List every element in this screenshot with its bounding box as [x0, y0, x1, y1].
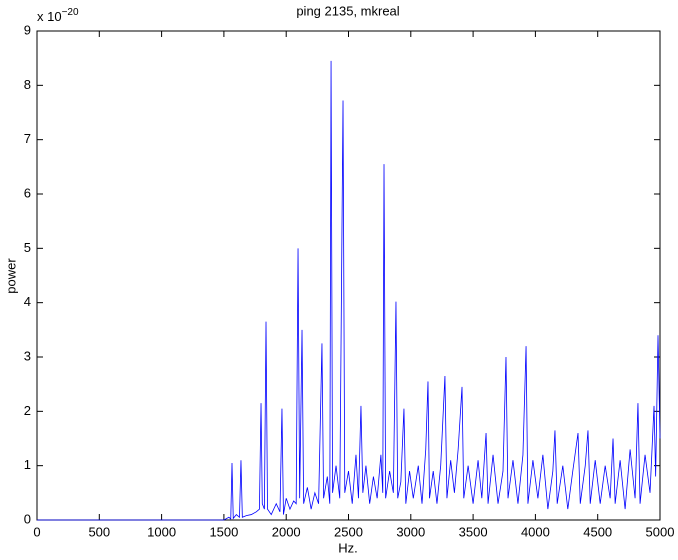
multiplier-exponent: −20 [62, 7, 79, 18]
y-axis-label: power [3, 258, 18, 294]
y-tick-label: 6 [24, 185, 31, 200]
y-tick-label: 1 [24, 457, 31, 472]
y-multiplier: x 10−20 [37, 7, 79, 25]
x-tick-label: 3000 [396, 524, 425, 539]
multiplier-base: x 10 [37, 9, 62, 24]
y-tick-label: 5 [24, 240, 31, 255]
data-line [37, 60, 661, 521]
x-tick-label: 2000 [272, 524, 301, 539]
x-tick-label: 4500 [583, 524, 612, 539]
y-tick-label: 8 [24, 77, 31, 92]
plot-frame [36, 30, 661, 521]
x-tick-label: 0 [33, 524, 40, 539]
x-tick-label: 3500 [459, 524, 488, 539]
y-tick-label: 3 [24, 348, 31, 363]
x-axis-label: Hz. [338, 540, 358, 555]
x-tick-label: 5000 [646, 524, 675, 539]
y-tick-label: 2 [24, 403, 31, 418]
x-tick-label: 2500 [334, 524, 363, 539]
x-tick-label: 1500 [209, 524, 238, 539]
x-tick-label: 1000 [147, 524, 176, 539]
y-tick-label: 0 [24, 511, 31, 526]
x-tick-label: 500 [88, 524, 110, 539]
y-tick-label: 7 [24, 131, 31, 146]
x-tick-label: 4000 [521, 524, 550, 539]
y-tick-label: 4 [24, 294, 31, 309]
chart-title: ping 2135, mkreal [296, 3, 399, 18]
y-tick-label: 9 [24, 22, 31, 37]
